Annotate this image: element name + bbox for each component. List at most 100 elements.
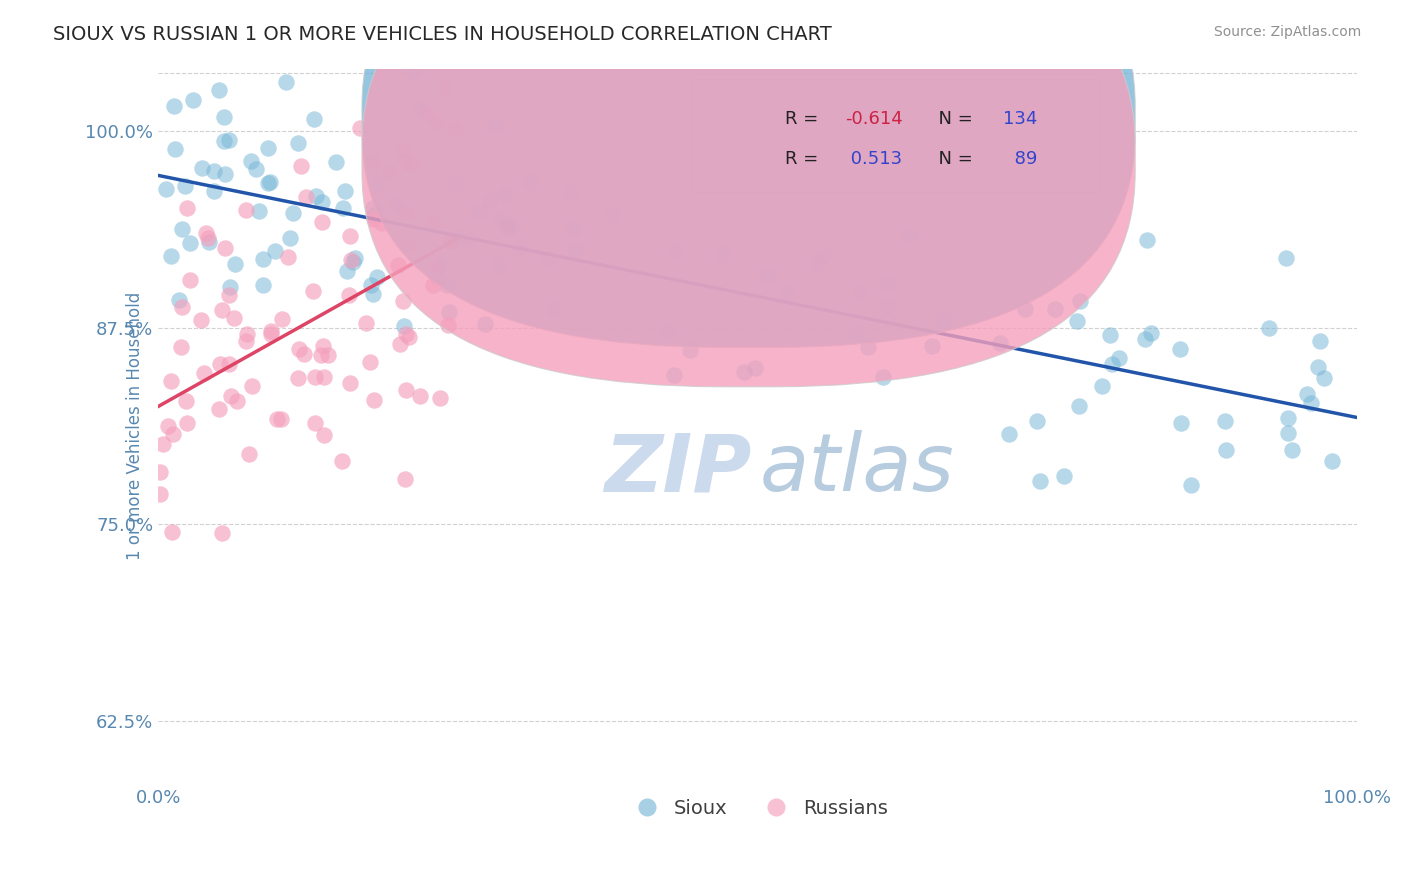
- Point: [1076, 113, 1098, 128]
- Point: [149, 487, 172, 501]
- Point: [174, 178, 197, 193]
- Point: [436, 277, 458, 292]
- Point: [256, 141, 278, 155]
- Point: [845, 326, 868, 340]
- Point: [806, 256, 828, 270]
- Point: [222, 311, 245, 326]
- Point: [1180, 478, 1202, 492]
- Text: R =: R =: [785, 111, 824, 128]
- Point: [330, 454, 353, 468]
- Point: [240, 379, 263, 393]
- Point: [181, 93, 204, 107]
- Point: [665, 244, 688, 258]
- Point: [371, 216, 394, 230]
- Point: [849, 285, 872, 300]
- Point: [339, 376, 361, 390]
- Point: [662, 368, 685, 382]
- Point: [208, 357, 231, 371]
- Point: [679, 343, 702, 357]
- Point: [276, 75, 298, 89]
- Point: [294, 347, 316, 361]
- Point: [394, 327, 416, 342]
- Point: [212, 135, 235, 149]
- Point: [179, 273, 201, 287]
- Point: [219, 389, 242, 403]
- Point: [162, 426, 184, 441]
- Point: [359, 354, 381, 368]
- Point: [149, 465, 172, 479]
- Point: [434, 80, 457, 95]
- Point: [440, 235, 463, 250]
- Point: [214, 241, 236, 255]
- Point: [363, 201, 385, 215]
- Point: [496, 220, 519, 235]
- Point: [367, 176, 389, 190]
- Point: [176, 201, 198, 215]
- Point: [1275, 251, 1298, 265]
- Point: [1069, 294, 1091, 309]
- Point: [245, 162, 267, 177]
- Point: [489, 212, 512, 227]
- Point: [197, 231, 219, 245]
- Point: [360, 278, 382, 293]
- Point: [214, 167, 236, 181]
- Point: [997, 426, 1019, 441]
- Point: [212, 110, 235, 124]
- Point: [1313, 371, 1336, 385]
- Text: 89: 89: [1004, 150, 1038, 168]
- Point: [349, 120, 371, 135]
- Point: [387, 258, 409, 272]
- Point: [1101, 357, 1123, 371]
- Point: [444, 177, 467, 191]
- Point: [211, 302, 233, 317]
- Point: [395, 383, 418, 397]
- Point: [733, 365, 755, 379]
- Point: [260, 325, 283, 339]
- Point: [339, 228, 361, 243]
- Point: [564, 242, 586, 256]
- Point: [1299, 396, 1322, 410]
- Point: [1099, 328, 1122, 343]
- Point: [1069, 400, 1091, 414]
- Point: [558, 185, 581, 199]
- Point: [509, 241, 531, 255]
- Text: R =: R =: [785, 150, 824, 168]
- Point: [240, 154, 263, 169]
- Point: [304, 417, 326, 431]
- Point: [290, 159, 312, 173]
- Point: [1090, 378, 1112, 392]
- Point: [1136, 233, 1159, 247]
- Text: ZIP: ZIP: [605, 430, 752, 508]
- Point: [744, 360, 766, 375]
- Point: [170, 301, 193, 315]
- Point: [167, 293, 190, 308]
- Point: [155, 182, 177, 196]
- Point: [238, 447, 260, 461]
- Point: [336, 263, 359, 277]
- Point: [160, 525, 183, 540]
- Point: [813, 249, 835, 263]
- Point: [1108, 351, 1130, 365]
- Point: [1026, 414, 1049, 428]
- Point: [236, 327, 259, 342]
- Point: [170, 340, 193, 354]
- Point: [437, 318, 460, 333]
- Point: [655, 325, 678, 339]
- Point: [197, 41, 219, 55]
- Point: [602, 208, 624, 222]
- Point: [337, 288, 360, 302]
- Point: [226, 393, 249, 408]
- Point: [1213, 414, 1236, 428]
- FancyBboxPatch shape: [361, 0, 1135, 348]
- Point: [411, 103, 433, 117]
- Point: [378, 164, 401, 178]
- Point: [247, 204, 270, 219]
- Point: [1320, 454, 1343, 468]
- Point: [332, 202, 354, 216]
- Point: [711, 247, 734, 261]
- Point: [256, 176, 278, 190]
- Point: [266, 411, 288, 425]
- Point: [159, 374, 181, 388]
- Point: [1140, 326, 1163, 340]
- Point: [437, 304, 460, 318]
